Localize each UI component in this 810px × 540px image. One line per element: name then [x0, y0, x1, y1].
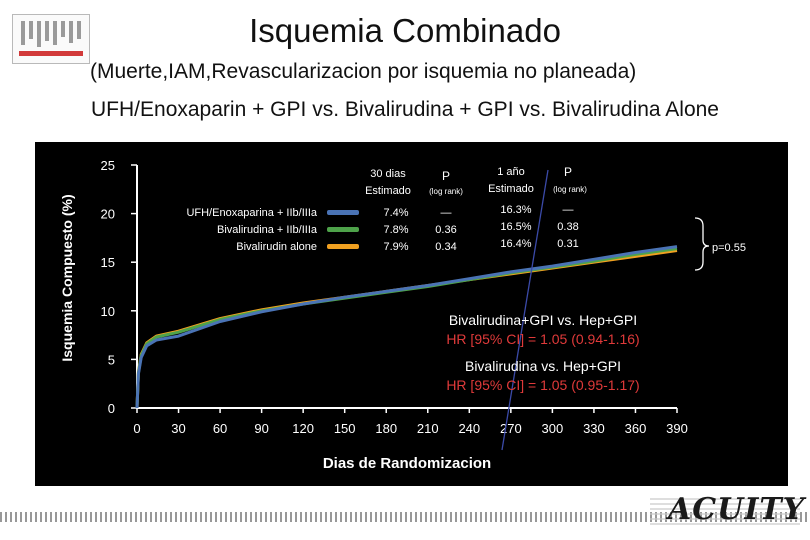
- slide-subtitle: (Muerte,IAM,Revascularizacion por isquem…: [90, 60, 637, 83]
- x-tick-label: 90: [254, 421, 268, 436]
- hr2-label: Bivalirudina vs. Hep+GPI: [465, 358, 621, 374]
- table-1y-value-2: 16.4%: [500, 238, 531, 250]
- conference-logo: [12, 14, 90, 64]
- legend-swatch-0: [327, 210, 359, 215]
- table-1y-value-1: 16.5%: [500, 221, 531, 233]
- y-tick-label: 0: [108, 401, 115, 416]
- table-30d-value-2: 7.9%: [383, 241, 408, 253]
- x-tick-label: 30: [171, 421, 185, 436]
- table-30d-p-1: 0.36: [435, 224, 456, 236]
- hr2-value: HR [95% CI] = 1.05 (0.95-1.17): [446, 377, 639, 393]
- comparison-heading: UFH/Enoxaparin + GPI vs. Bivalirudina + …: [91, 98, 719, 121]
- table-1y-p-2: 0.31: [557, 238, 578, 250]
- y-tick-label: 15: [101, 255, 115, 270]
- table-1y-value-0: 16.3%: [500, 204, 531, 216]
- x-tick-label: 360: [625, 421, 647, 436]
- table-30d-p-2: 0.34: [435, 241, 456, 253]
- x-axis-label: Dias de Randomizacion: [323, 455, 491, 472]
- x-tick-label: 390: [666, 421, 688, 436]
- slide-title: Isquemia Combinado: [249, 12, 561, 49]
- x-tick-label: 120: [292, 421, 314, 436]
- landmark-line: [501, 169, 549, 451]
- x-tick-label: 330: [583, 421, 605, 436]
- footer-divider: [0, 512, 810, 522]
- series-line-0: [135, 245, 678, 409]
- legend-label-2: Bivalirudin alone: [236, 241, 317, 253]
- hr1-value: HR [95% CI] = 1.05 (0.94-1.16): [446, 331, 639, 347]
- table-header-p2: P: [564, 165, 572, 179]
- table-header-p2-note: (log rank): [553, 185, 587, 194]
- x-tick-label: 0: [133, 421, 140, 436]
- table-1y-p-1: 0.38: [557, 221, 578, 233]
- x-tick-label: 180: [375, 421, 397, 436]
- brand-logo: ACUITY: [668, 492, 806, 527]
- y-tick-label: 5: [108, 352, 115, 367]
- y-tick-label: 10: [101, 304, 115, 319]
- legend-label-0: UFH/Enoxaparina + IIb/IIIa: [186, 207, 317, 219]
- hr1-label: Bivalirudina+GPI vs. Hep+GPI: [449, 312, 637, 328]
- x-tick-label: 270: [500, 421, 522, 436]
- x-tick-label: 300: [542, 421, 564, 436]
- table-30d-p-0: —: [441, 207, 452, 219]
- legend-swatch-2: [327, 244, 359, 249]
- p-value-label: p=0.55: [712, 242, 746, 254]
- table-1y-p-0: —: [563, 204, 574, 216]
- table-30d-value-1: 7.8%: [383, 224, 408, 236]
- table-header-1y: 1 año: [497, 166, 525, 178]
- table-30d-value-0: 7.4%: [383, 207, 408, 219]
- table-header-30d: 30 dias: [370, 168, 406, 180]
- x-tick-label: 60: [213, 421, 227, 436]
- y-tick-label: 20: [101, 207, 115, 222]
- y-tick-label: 25: [101, 158, 115, 173]
- table-header-1y-sub: Estimado: [488, 183, 534, 195]
- x-tick-label: 210: [417, 421, 439, 436]
- table-header-p: P: [442, 169, 450, 183]
- brand-stripes: [650, 498, 800, 526]
- x-tick-label: 240: [458, 421, 480, 436]
- x-tick-label: 150: [334, 421, 356, 436]
- legend-label-1: Bivalirudina + IIb/IIIa: [217, 224, 318, 236]
- table-header-30d-sub: Estimado: [365, 185, 411, 197]
- legend-swatch-1: [327, 227, 359, 232]
- p-value-bracket: [694, 217, 710, 271]
- chart-panel: [35, 142, 788, 486]
- table-header-p-note: (log rank): [429, 187, 463, 196]
